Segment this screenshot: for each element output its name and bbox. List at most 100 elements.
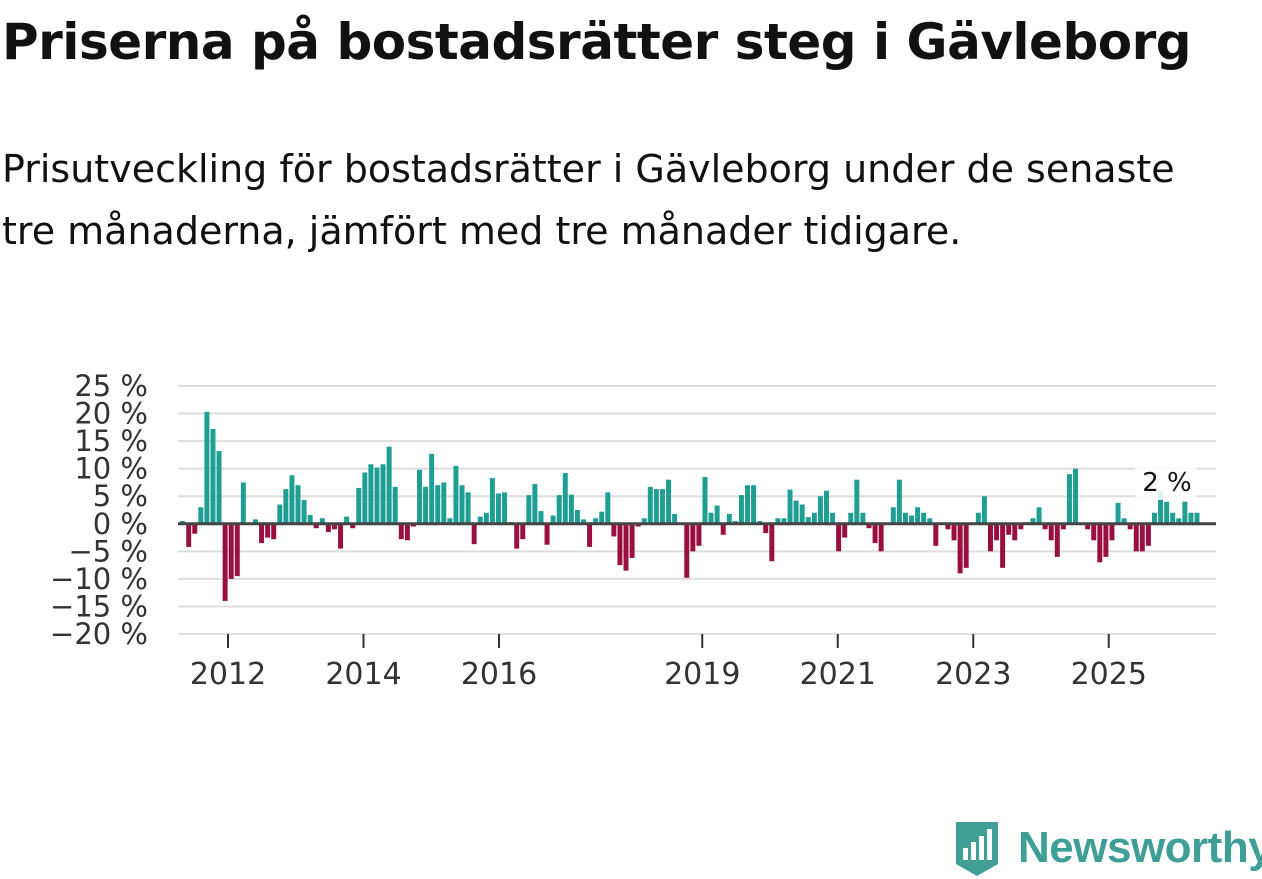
x-tick-label: 2021 (800, 657, 876, 692)
bar (319, 518, 325, 524)
bar (228, 523, 234, 579)
y-tick-label: 0 % (93, 507, 148, 541)
bar (933, 523, 939, 546)
bar (495, 493, 501, 524)
bar (307, 514, 313, 524)
annotation: 2 % (1135, 463, 1197, 500)
bar (362, 472, 368, 524)
bar (890, 507, 896, 524)
bar (380, 464, 386, 524)
bar (963, 523, 969, 568)
bar (696, 523, 702, 546)
latest-value-label: 2 % (1142, 468, 1192, 498)
bar (593, 518, 599, 524)
bar (1151, 512, 1157, 524)
bar (902, 512, 908, 524)
bar (611, 523, 617, 537)
bar (465, 492, 471, 524)
chart-title: Priserna på bostadsrätter steg i Gävlebo… (2, 13, 1192, 71)
y-tick-label: −10 % (50, 562, 148, 596)
bar (927, 518, 933, 524)
bar (836, 523, 842, 552)
bar (854, 479, 860, 524)
bar (1121, 518, 1127, 524)
bar (204, 411, 210, 524)
bar (489, 478, 495, 524)
bar (775, 518, 781, 524)
bar (799, 504, 805, 524)
bar (253, 519, 258, 524)
bar (623, 523, 629, 571)
bar (872, 523, 878, 544)
bar (726, 513, 732, 524)
bar (356, 487, 362, 524)
y-tick-label: 10 % (74, 452, 148, 486)
bar (483, 512, 489, 524)
bar (720, 523, 726, 535)
bar-chart-icon (956, 822, 998, 876)
bar (1170, 512, 1176, 524)
bar (471, 523, 477, 545)
bar (848, 512, 854, 524)
bar (745, 485, 750, 524)
bar (301, 500, 307, 524)
y-tick-label: −15 % (50, 589, 148, 623)
bar (568, 494, 574, 524)
y-axis-labels: 25 %20 %15 %10 %5 %0 %−5 %−10 %−15 %−20 … (50, 369, 148, 651)
grid-lines (178, 385, 1216, 635)
bar (842, 523, 848, 538)
bar (684, 523, 690, 578)
y-tick-label: 20 % (74, 397, 148, 431)
bar (599, 511, 605, 524)
bar (617, 523, 623, 566)
bar (240, 482, 246, 524)
bar (502, 492, 508, 524)
bar (514, 523, 520, 549)
bar (1066, 474, 1072, 524)
bar (915, 507, 921, 524)
bar (1036, 507, 1042, 524)
bar (653, 489, 659, 524)
bar (544, 523, 550, 545)
bar (1133, 523, 1139, 552)
bar (435, 485, 441, 524)
bar (374, 467, 380, 524)
bar (1164, 501, 1170, 524)
y-tick-label: 15 % (74, 424, 148, 458)
bar (641, 518, 647, 524)
bar (629, 523, 635, 558)
bar (672, 513, 678, 524)
bar (945, 523, 951, 530)
bar (714, 505, 720, 524)
bar (866, 523, 872, 529)
bar (1006, 523, 1012, 535)
bar (331, 523, 337, 530)
bar (860, 512, 866, 524)
bar (350, 523, 356, 529)
bar (738, 495, 744, 524)
bar (295, 485, 301, 524)
bar (562, 473, 568, 524)
bar (532, 484, 538, 524)
bar (805, 517, 811, 524)
y-tick-label: 5 % (93, 479, 148, 513)
annotation-background (1135, 463, 1197, 500)
bar (1018, 523, 1024, 530)
bar (769, 523, 775, 562)
bar (987, 523, 993, 552)
bar (1091, 523, 1097, 541)
bar (787, 489, 793, 524)
bar (186, 523, 192, 547)
bar (1000, 523, 1006, 568)
x-tick-label: 2025 (1071, 657, 1147, 692)
bar (538, 511, 544, 524)
bar (1176, 518, 1182, 524)
x-tick-label: 2019 (664, 657, 740, 692)
bar (1042, 523, 1048, 530)
bar (763, 523, 769, 534)
bar (453, 465, 459, 524)
bar (1054, 523, 1060, 557)
bar (1139, 523, 1145, 552)
bar (1115, 502, 1121, 524)
bar (702, 476, 708, 524)
